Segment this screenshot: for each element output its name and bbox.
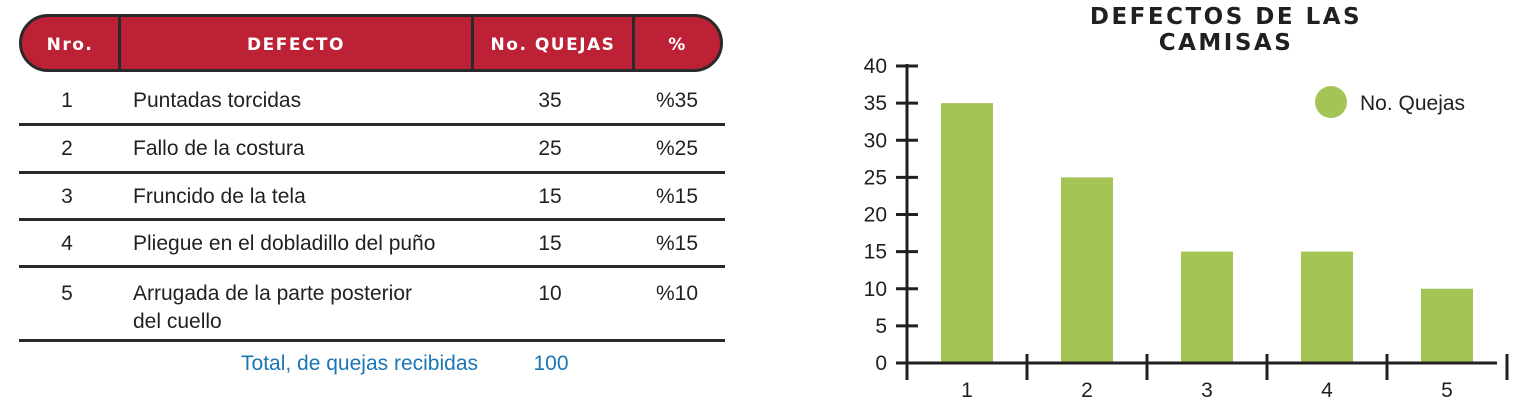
row-divider bbox=[19, 265, 725, 268]
table-header: Nro. DEFECTO No. QUEJAS % bbox=[19, 14, 723, 72]
cell-quejas: 15 bbox=[538, 185, 562, 208]
cell-nro: 2 bbox=[61, 137, 73, 160]
row-divider bbox=[19, 339, 725, 342]
defects-table: Nro. DEFECTO No. QUEJAS % 1 Puntadas tor… bbox=[0, 0, 740, 412]
row-divider bbox=[19, 171, 725, 174]
cell-quejas: 35 bbox=[538, 89, 562, 112]
cell-quejas: 10 bbox=[538, 282, 562, 305]
chart-title: DEFECTOS DE LAS CAMISAS bbox=[1089, 4, 1363, 56]
cell-nro: 1 bbox=[61, 89, 73, 112]
cell-pct: %35 bbox=[655, 89, 699, 112]
header-divider bbox=[632, 17, 635, 69]
y-tick-label: 20 bbox=[864, 204, 887, 227]
total-label: Total, de quejas recibidas bbox=[241, 352, 478, 375]
cell-pct: %25 bbox=[655, 137, 699, 160]
header-nro: Nro. bbox=[46, 35, 94, 55]
y-tick-label: 15 bbox=[864, 241, 887, 264]
cell-nro: 3 bbox=[61, 185, 73, 208]
x-tick-label: 3 bbox=[1201, 379, 1213, 402]
cell-defecto: Arrugada de la parte posterior del cuell… bbox=[133, 280, 493, 336]
cell-defecto: Fallo de la costura bbox=[133, 137, 305, 160]
bar-4 bbox=[1301, 251, 1353, 363]
cell-defecto-line: del cuello bbox=[133, 310, 222, 333]
bar-1 bbox=[941, 103, 993, 363]
y-tick-label: 35 bbox=[864, 92, 887, 115]
cell-defecto: Fruncido de la tela bbox=[133, 185, 306, 208]
y-tick-label: 5 bbox=[875, 315, 887, 338]
legend-swatch bbox=[1315, 86, 1347, 118]
bar-chart: 0 5 10 15 20 25 30 35 40 1 2 3 4 5 No. Quejas bbox=[864, 55, 1509, 402]
bar-5 bbox=[1421, 288, 1473, 363]
legend-label: No. Quejas bbox=[1360, 92, 1465, 115]
y-tick-label: 0 bbox=[875, 352, 887, 375]
cell-quejas: 25 bbox=[538, 137, 562, 160]
header-divider bbox=[471, 17, 474, 69]
table-row: 1 Puntadas torcidas 35 %35 bbox=[19, 87, 725, 117]
row-divider bbox=[19, 123, 725, 126]
cell-nro: 4 bbox=[61, 232, 73, 255]
x-tick-label: 2 bbox=[1081, 379, 1093, 402]
bars-layer bbox=[941, 103, 1473, 363]
header-pct: % bbox=[668, 35, 687, 55]
row-divider bbox=[19, 218, 725, 221]
cell-nro: 5 bbox=[61, 282, 73, 305]
total-value: 100 bbox=[533, 352, 569, 375]
cell-defecto-line: Arrugada de la parte posterior bbox=[133, 282, 412, 305]
y-tick-label: 25 bbox=[864, 166, 887, 189]
cell-pct: %15 bbox=[655, 232, 699, 255]
bar-2 bbox=[1061, 177, 1113, 363]
cell-defecto: Puntadas torcidas bbox=[133, 89, 302, 112]
table-row: 4 Pliegue en el dobladillo del puño 15 %… bbox=[19, 230, 725, 260]
y-tick-label: 30 bbox=[864, 129, 887, 152]
axes-layer: 0 5 10 15 20 25 30 35 40 1 2 3 4 5 bbox=[864, 55, 1509, 402]
header-quejas: No. QUEJAS bbox=[490, 35, 616, 55]
header-defecto: DEFECTO bbox=[247, 35, 345, 55]
x-tick-label: 4 bbox=[1321, 379, 1333, 402]
cell-pct: %15 bbox=[655, 185, 699, 208]
cell-defecto: Pliegue en el dobladillo del puño bbox=[133, 232, 436, 255]
header-divider bbox=[118, 17, 121, 69]
y-tick-label: 40 bbox=[864, 55, 887, 78]
table-row: 2 Fallo de la costura 25 %25 bbox=[19, 135, 725, 165]
table-row: 5 Arrugada de la parte posterior del cue… bbox=[19, 280, 725, 340]
cell-pct: %10 bbox=[655, 282, 699, 305]
legend: No. Quejas bbox=[1315, 86, 1465, 118]
bar-3 bbox=[1181, 251, 1233, 363]
x-tick-label: 5 bbox=[1441, 379, 1453, 402]
x-tick-label: 1 bbox=[961, 379, 973, 402]
table-row: 3 Fruncido de la tela 15 %15 bbox=[19, 183, 725, 213]
y-tick-label: 10 bbox=[864, 278, 887, 301]
cell-quejas: 15 bbox=[538, 232, 562, 255]
